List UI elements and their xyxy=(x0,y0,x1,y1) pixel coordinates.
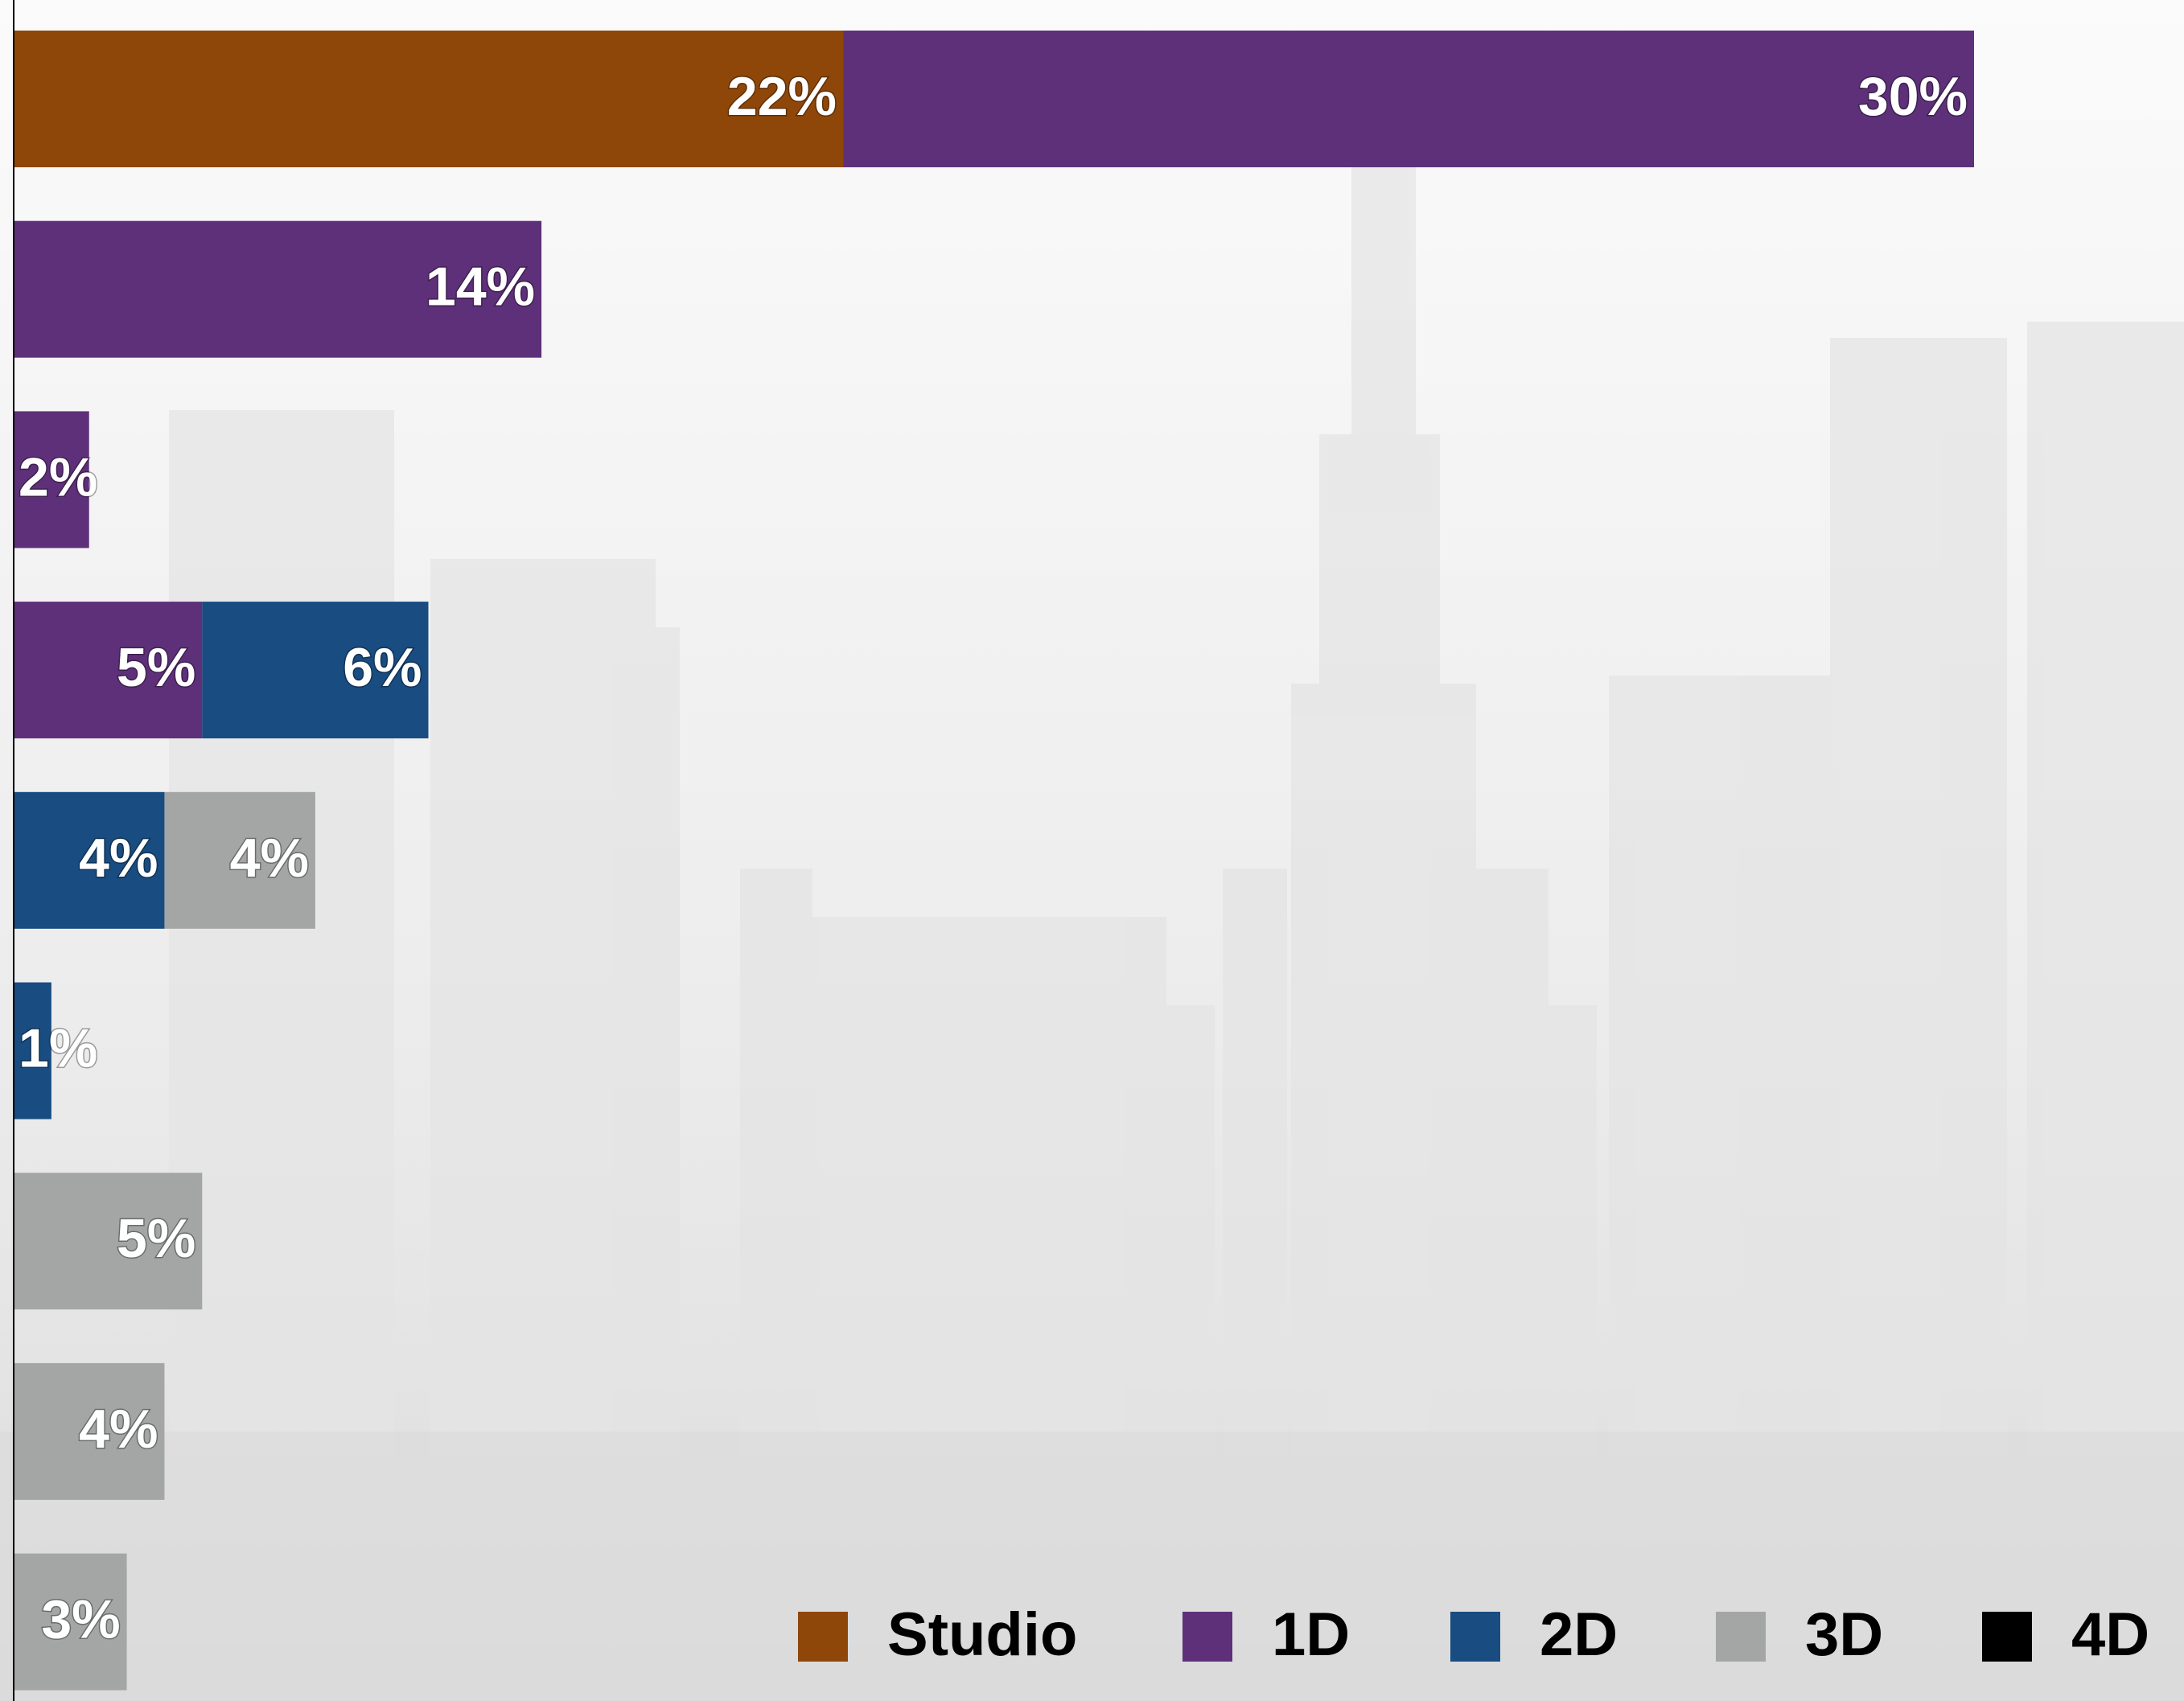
data-label: 1% xyxy=(19,1017,97,1079)
data-label: 22% xyxy=(727,66,837,127)
legend-label: 4D xyxy=(2071,1600,2149,1669)
plot-area: 22% 30% 14% 2% 5% 6% 4% 4% 1% 5% 4% 3% xyxy=(14,31,1974,1691)
data-label: 6% xyxy=(343,637,422,698)
legend-label: 2D xyxy=(1540,1600,1618,1669)
bar-segment xyxy=(14,411,89,549)
bar-segment xyxy=(14,220,542,358)
skyline xyxy=(169,161,2184,1456)
data-label: 5% xyxy=(117,1208,195,1269)
legend-label: 1D xyxy=(1272,1600,1350,1669)
data-label: 2% xyxy=(19,446,97,507)
data-label: 30% xyxy=(1858,66,1968,127)
legend-swatch xyxy=(798,1612,848,1662)
legend: Studio 1D 2D 3D 4D xyxy=(798,1600,2149,1669)
bar-segment xyxy=(14,31,844,167)
data-label: 4% xyxy=(79,828,158,889)
data-label: 14% xyxy=(426,257,535,318)
legend-swatch xyxy=(1182,1612,1232,1662)
bar-segment xyxy=(14,1553,127,1691)
bar-segment xyxy=(202,602,429,739)
legend-label: 3D xyxy=(1805,1600,1883,1669)
bar-segment xyxy=(14,1362,165,1500)
bar-segment xyxy=(14,982,51,1120)
bar-segment xyxy=(843,31,1974,167)
ground xyxy=(0,1432,2184,1701)
legend-swatch xyxy=(1450,1612,1500,1662)
bar-segment xyxy=(14,1173,203,1310)
data-label: 3% xyxy=(41,1589,120,1650)
data-label: 5% xyxy=(117,637,195,698)
legend-label: Studio xyxy=(887,1600,1077,1669)
bar-segment xyxy=(14,791,165,929)
legend-swatch xyxy=(1716,1612,1766,1662)
data-label: 4% xyxy=(230,828,309,889)
legend-swatch xyxy=(1982,1612,2032,1662)
bar-segment xyxy=(14,602,203,739)
data-label: 4% xyxy=(79,1399,158,1460)
bar-segment xyxy=(164,791,315,929)
